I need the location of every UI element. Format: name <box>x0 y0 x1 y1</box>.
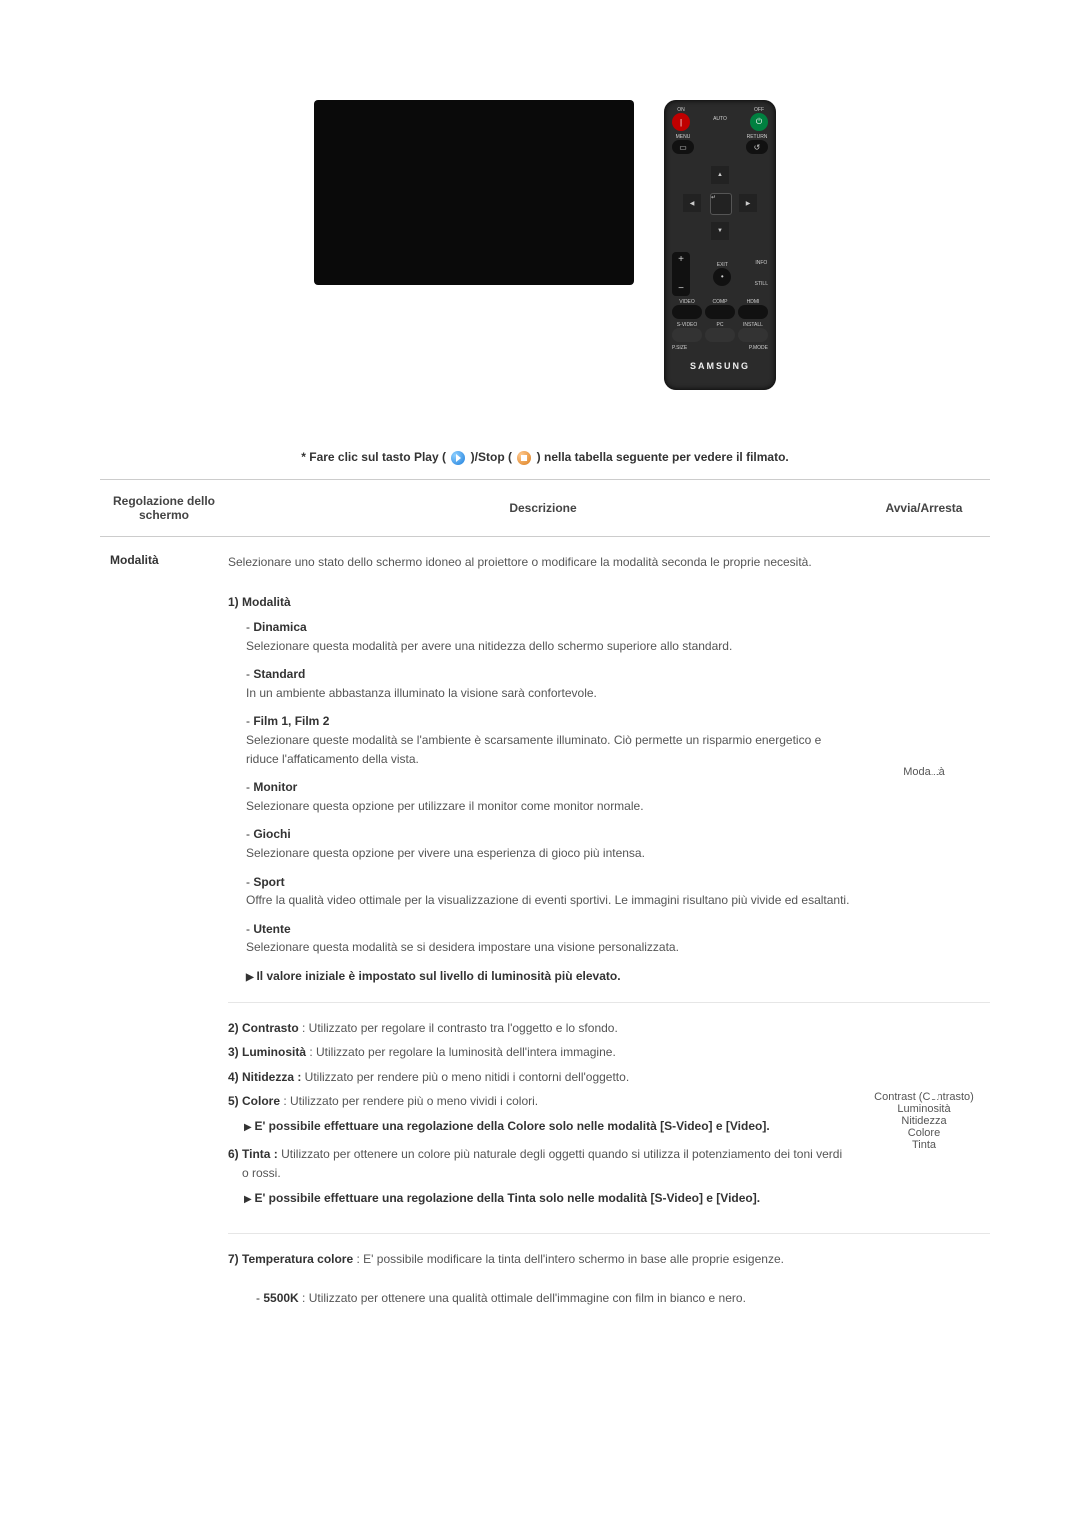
caption-prefix: * Fare clic sul tasto Play ( <box>301 450 446 464</box>
modes-list: DinamicaSelezionare questa modalità per … <box>246 618 850 957</box>
caption-line: * Fare clic sul tasto Play ( )/Stop ( ) … <box>100 450 990 465</box>
table-header-row: Regolazione dello schermo Descrizione Av… <box>100 479 990 536</box>
row-label: Modalità <box>100 536 228 1333</box>
caption-suffix: ) nella tabella seguente per vedere il f… <box>537 450 789 464</box>
section-1-title: 1) Modalità <box>228 593 850 612</box>
list-item: DinamicaSelezionare questa modalità per … <box>246 618 850 655</box>
remote-auto-label: AUTO <box>713 117 727 122</box>
remote-brand: SAMSUNG <box>690 361 750 371</box>
remote-off-label: OFF <box>750 108 768 113</box>
note-5: E' possibile effettuare una regolazione … <box>258 1117 850 1136</box>
list-item: UtenteSelezionare questa modalità se si … <box>246 920 850 957</box>
list-item: SportOffre la qualità video ottimale per… <box>246 873 850 910</box>
table-row: 7) Temperatura colore : E' possibile mod… <box>100 1234 990 1334</box>
hero-images: ON | AUTO OFF ⏻ MENU ▭ RETURN ↺ <box>100 100 990 390</box>
remote-return-button: ↺ <box>746 140 768 154</box>
projection-screen-image <box>314 100 634 285</box>
remote-on-button: | <box>672 113 690 131</box>
note-6: E' possibile effettuare una regolazione … <box>258 1189 850 1208</box>
right-label-2: Contrast (Contrasto) Luminosità Nitidezz… <box>864 1091 984 1151</box>
header-col3: Avvia/Arresta <box>858 479 990 536</box>
stop-icon <box>517 451 531 465</box>
settings-table: Regolazione dello schermo Descrizione Av… <box>100 479 990 1334</box>
remote-menu-label: MENU <box>672 135 694 140</box>
play-icon <box>451 451 465 465</box>
remote-dpad: ▲ ▼ ◀ ▶ ↵ <box>679 162 761 244</box>
remote-keystone: +− <box>672 252 690 296</box>
header-col2: Descrizione <box>228 479 858 536</box>
table-row: 2) Contrasto : Utilizzato per regolare i… <box>100 1002 990 1234</box>
table-row: Modalità Selezionare uno stato dello sch… <box>100 536 990 1002</box>
remote-return-label: RETURN <box>746 135 768 140</box>
remote-exit-label: EXIT <box>713 263 731 268</box>
header-col1: Regolazione dello schermo <box>100 479 228 536</box>
list-item: MonitorSelezionare questa opzione per ut… <box>246 778 850 815</box>
remote-on-label: ON <box>672 108 690 113</box>
intro-text: Selezionare uno stato dello schermo idon… <box>228 553 850 572</box>
right-label-1: Modalità <box>864 766 984 778</box>
remote-off-button: ⏻ <box>750 113 768 131</box>
remote-control-image: ON | AUTO OFF ⏻ MENU ▭ RETURN ↺ <box>664 100 776 390</box>
remote-info-label: INFO <box>755 261 768 266</box>
remote-exit-button: • <box>713 268 731 286</box>
list-item: 5500K : Utilizzato per ottenere una qual… <box>256 1289 850 1308</box>
section-1-note: Il valore iniziale è impostato sul livel… <box>246 967 850 986</box>
list-item: GiochiSelezionare questa opzione per viv… <box>246 825 850 862</box>
remote-still-label: STILL <box>755 282 768 287</box>
remote-menu-button: ▭ <box>672 140 694 154</box>
caption-mid: )/Stop ( <box>471 450 512 464</box>
list-item: StandardIn un ambiente abbastanza illumi… <box>246 665 850 702</box>
list-item: Film 1, Film 2Selezionare queste modalit… <box>246 712 850 768</box>
